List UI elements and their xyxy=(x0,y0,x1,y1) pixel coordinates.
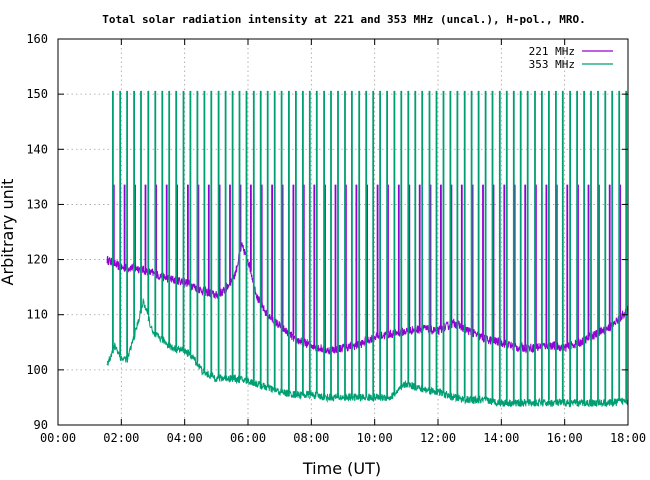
series353-point xyxy=(611,402,613,404)
series221-point xyxy=(199,289,202,291)
series353-point xyxy=(374,396,376,398)
series221-point xyxy=(374,336,376,338)
series353-point xyxy=(342,396,344,398)
series353-point xyxy=(453,396,455,398)
series221-point xyxy=(595,333,597,335)
series353-point xyxy=(595,402,597,404)
series221-point xyxy=(247,259,249,261)
series221-point xyxy=(564,347,566,349)
series353-point xyxy=(136,325,138,327)
series353-point xyxy=(484,399,487,401)
series353-point xyxy=(120,358,122,360)
axis-ticks: 00:00 02:00 04:00 06:00 08:00 10:00 12:00 14:00… xyxy=(26,32,646,445)
series221-point xyxy=(516,347,518,349)
series353-point xyxy=(231,377,233,379)
series353-point xyxy=(279,391,281,393)
series221-point xyxy=(500,341,502,343)
y-tick-label: 140 xyxy=(26,142,48,156)
y-tick-label: 110 xyxy=(26,308,48,322)
series221-point xyxy=(469,330,471,332)
series221-point xyxy=(310,344,312,346)
series353-point xyxy=(421,388,423,390)
series353-point xyxy=(203,372,205,374)
series353-point xyxy=(469,399,471,401)
x-tick-label: 10:00 xyxy=(357,431,393,445)
y-axis-label: Arbitrary unit xyxy=(0,179,17,286)
series221-point xyxy=(342,347,344,349)
x-tick-label: 14:00 xyxy=(483,431,519,445)
series353-point xyxy=(564,402,566,404)
series221-point xyxy=(136,267,138,269)
series221-point xyxy=(389,333,392,335)
chart-title: Total solar radiation intensity at 221 a… xyxy=(102,13,585,26)
series353-point xyxy=(548,402,550,404)
series353-point xyxy=(106,363,108,365)
x-tick-label: 08:00 xyxy=(293,431,329,445)
x-tick-label: 06:00 xyxy=(230,431,266,445)
x-axis-label: Time (UT) xyxy=(302,459,381,478)
x-tick-label: 04:00 xyxy=(167,431,203,445)
legend-label-221: 221 MHz xyxy=(529,45,575,58)
series221-point xyxy=(256,297,259,299)
series353-point xyxy=(114,344,116,346)
series221-point xyxy=(152,272,154,274)
series353-point xyxy=(215,377,217,379)
series353-point xyxy=(171,347,173,349)
series353-point xyxy=(142,300,145,302)
series221-point xyxy=(106,259,108,261)
series221-point xyxy=(437,330,439,332)
series221-point xyxy=(215,294,217,296)
plot-frame xyxy=(57,38,629,426)
y-tick-label: 130 xyxy=(26,197,48,211)
series221-point xyxy=(241,245,243,247)
series353-point xyxy=(389,396,392,398)
grid-lines xyxy=(58,39,628,425)
x-tick-label: 02:00 xyxy=(103,431,139,445)
series353-point xyxy=(516,402,518,404)
series353-point xyxy=(294,394,297,396)
series221-point xyxy=(405,330,407,332)
series221-point xyxy=(579,341,582,343)
x-tick-label: 16:00 xyxy=(547,431,583,445)
series221-point xyxy=(326,350,328,352)
y-tick-label: 160 xyxy=(26,32,48,46)
series353-point xyxy=(437,391,439,393)
x-tick-label: 18:00 xyxy=(610,431,646,445)
series353-point xyxy=(358,396,360,398)
series353-point xyxy=(161,338,164,341)
series221-point xyxy=(453,322,455,324)
series353-point xyxy=(326,396,328,398)
y-tick-label: 90 xyxy=(34,418,48,432)
legend-label-353: 353 MHz xyxy=(529,58,575,71)
series353-point xyxy=(184,350,186,352)
series353-point xyxy=(127,358,129,360)
x-tick-label: 12:00 xyxy=(420,431,456,445)
series353-point xyxy=(247,380,249,382)
series221-point xyxy=(234,272,236,274)
y-tick-label: 120 xyxy=(26,253,48,267)
series221-point xyxy=(532,347,534,349)
series221-point xyxy=(279,325,281,327)
series353-point xyxy=(193,358,195,360)
series353-point xyxy=(263,385,265,387)
x-tick-label: 00:00 xyxy=(40,431,76,445)
series353-point xyxy=(532,402,534,404)
y-tick-label: 100 xyxy=(26,363,48,377)
series353-point xyxy=(405,383,407,385)
series353-point xyxy=(500,402,502,404)
y-tick-label: 150 xyxy=(26,87,48,101)
legend: 221 MHz 353 MHz xyxy=(529,45,613,71)
series353-point xyxy=(579,402,582,404)
series353-point xyxy=(310,394,312,396)
series353-point xyxy=(152,333,154,335)
